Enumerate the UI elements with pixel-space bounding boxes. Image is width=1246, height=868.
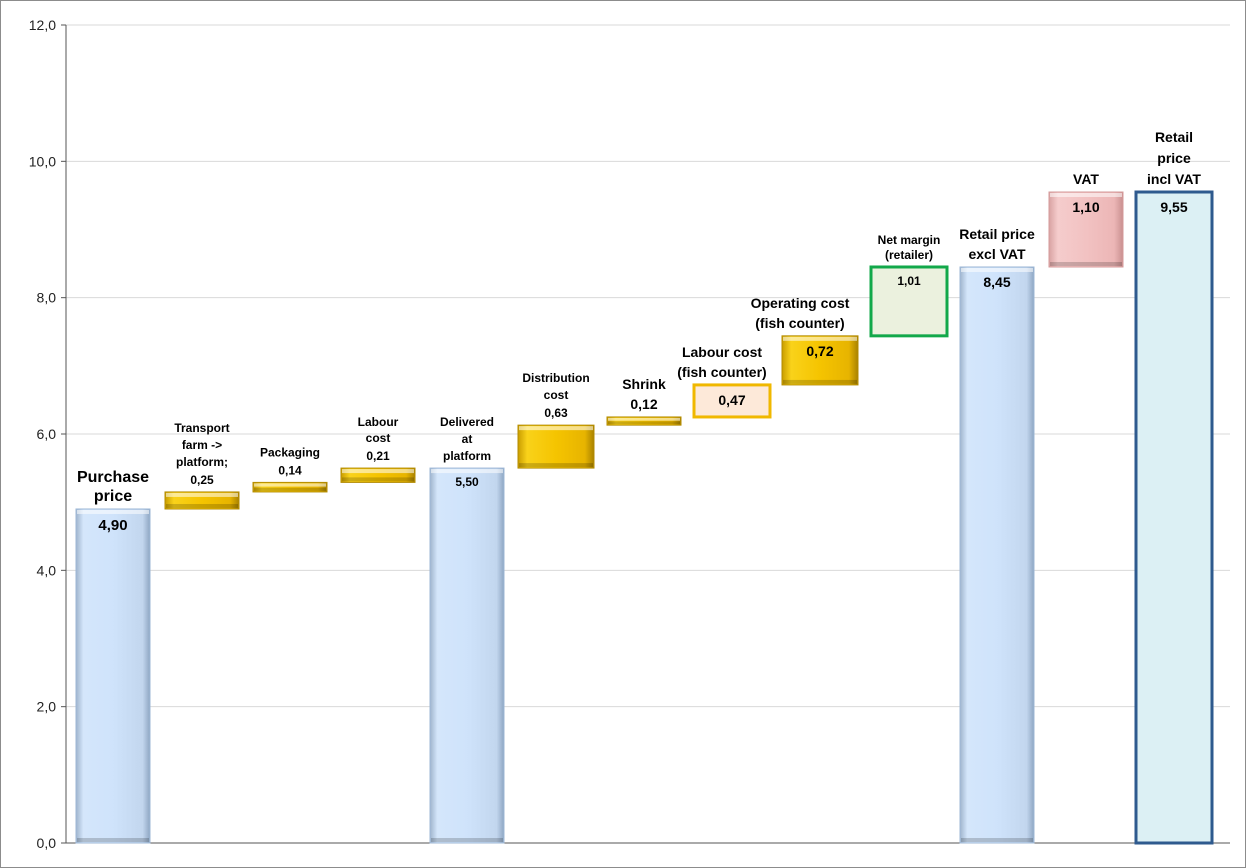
category-label: price: [1157, 150, 1191, 166]
y-tick-label: 10,0: [29, 153, 56, 169]
data-label: 0,47: [718, 392, 745, 408]
category-label: Retail: [1155, 129, 1193, 145]
bar-5: [517, 424, 595, 469]
bar-shade: [431, 838, 503, 842]
category-label: incl VAT: [1147, 171, 1201, 187]
bars: [75, 190, 1214, 845]
y-tick-label: 6,0: [37, 426, 57, 442]
data-label: 8,45: [983, 274, 1010, 290]
category-label: Delivered: [440, 415, 494, 429]
data-label: 0,12: [630, 396, 657, 412]
y-tick-label: 12,0: [29, 17, 56, 33]
bar-rect: [869, 265, 949, 338]
category-label: Distribution: [522, 371, 589, 385]
category-label: Operating cost: [751, 295, 850, 311]
category-label: Labour: [358, 415, 399, 429]
category-label: farm ->: [182, 438, 222, 452]
category-label: at: [462, 432, 473, 446]
data-label: 0,72: [806, 343, 833, 359]
bar-rect: [1048, 191, 1124, 268]
bar-rect: [429, 467, 505, 844]
bar-7: [692, 383, 772, 419]
bar-rect: [692, 383, 772, 419]
bar-shade: [254, 487, 326, 491]
category-label: platform;: [176, 455, 228, 469]
bar-highlight: [608, 417, 680, 421]
bar-8: [781, 335, 859, 386]
bar-rect: [1134, 190, 1214, 845]
bar-rect: [959, 266, 1035, 844]
bar-shade: [342, 477, 414, 482]
bar-12: [1134, 190, 1214, 845]
category-label: Shrink: [622, 376, 666, 392]
bar-11: [1048, 191, 1124, 268]
category-label: excl VAT: [968, 246, 1026, 262]
bar-highlight: [166, 492, 238, 497]
y-tick-label: 8,0: [37, 290, 57, 306]
data-label: 9,55: [1160, 199, 1187, 215]
bar-highlight: [77, 509, 149, 514]
category-label: (retailer): [885, 248, 933, 262]
bar-1: [164, 491, 240, 510]
category-label: VAT: [1073, 171, 1099, 187]
bar-9: [869, 265, 949, 338]
category-label: Packaging: [260, 445, 320, 459]
data-label: 0,63: [544, 406, 568, 420]
data-label: 4,90: [98, 517, 127, 534]
category-label: Net margin: [878, 233, 941, 247]
bar-rect: [75, 508, 151, 844]
bar-shade: [961, 838, 1033, 842]
bar-highlight: [431, 469, 503, 474]
gridlines: [66, 24, 1230, 708]
data-label: 5,50: [455, 475, 479, 489]
category-label: platform: [443, 449, 491, 463]
bar-shade: [608, 421, 680, 425]
bar-10: [959, 266, 1035, 844]
bar-highlight: [342, 469, 414, 474]
data-label: 0,14: [278, 463, 302, 477]
category-label: Retail price: [959, 226, 1035, 242]
category-label: cost: [544, 388, 569, 402]
bar-highlight: [1050, 193, 1122, 198]
category-label: (fish counter): [755, 315, 844, 331]
bar-rect: [606, 416, 682, 426]
y-axis: 0,0 2,0 4,0 6,0 8,0 10,0 12,0: [29, 17, 1230, 851]
data-label: 0,25: [190, 473, 214, 487]
bar-6: [606, 416, 682, 426]
bar-shade: [519, 463, 593, 468]
bar-shade: [77, 838, 149, 842]
data-label: 1,10: [1072, 199, 1099, 215]
category-label: Purchase: [77, 469, 149, 486]
bar-rect: [517, 424, 595, 469]
bar-highlight: [961, 267, 1033, 272]
bar-highlight: [254, 483, 326, 487]
bar-rect: [252, 481, 328, 493]
bar-rect: [781, 335, 859, 386]
bar-4: [429, 467, 505, 844]
labels: Purchase price 4,90 Transport farm -> platfor…: [77, 129, 1201, 534]
bar-shade: [783, 379, 857, 384]
y-tick-label: 0,0: [37, 835, 57, 851]
bar-shade: [166, 503, 238, 508]
bar-3: [340, 467, 416, 483]
bar-highlight: [519, 426, 593, 431]
category-label: Transport: [174, 421, 229, 435]
data-label: 1,01: [897, 274, 921, 288]
data-label: 0,21: [366, 449, 390, 463]
category-label: price: [94, 488, 132, 505]
category-label: cost: [366, 431, 391, 445]
bar-shade: [1050, 261, 1122, 266]
bar-2: [252, 481, 328, 493]
category-label: (fish counter): [677, 364, 766, 380]
y-tick-label: 4,0: [37, 562, 57, 578]
category-label: Labour cost: [682, 344, 762, 360]
bar-0: [75, 508, 151, 844]
bar-highlight: [783, 336, 857, 341]
y-tick-label: 2,0: [37, 699, 57, 715]
